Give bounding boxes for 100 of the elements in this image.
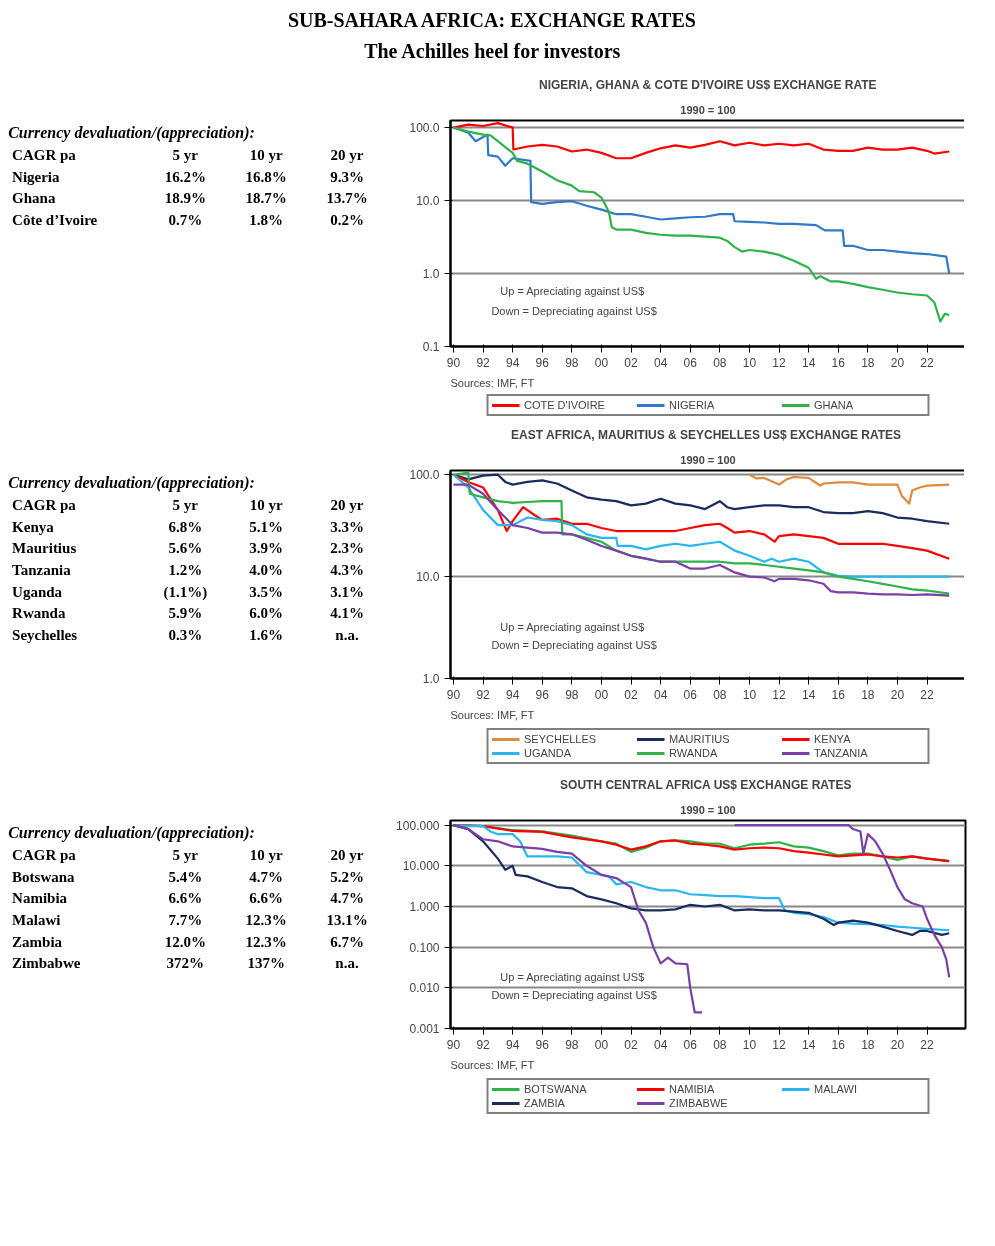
line-series	[452, 122, 951, 160]
text: 12.3%	[245, 911, 287, 928]
text: 4.0%	[249, 561, 284, 578]
legend-label: MALAWI	[814, 1083, 858, 1095]
x-tick-label: 00	[594, 1037, 609, 1052]
text: Uganda	[12, 583, 63, 600]
text: 5.6%	[168, 540, 203, 557]
x-tick-label: 96	[535, 687, 550, 702]
text: 6.6%	[249, 890, 284, 907]
x-tick-label: 08	[713, 1037, 727, 1052]
text: 1.8%	[249, 211, 284, 228]
category-label: 10 yr	[249, 846, 283, 863]
x-tick-label: 16	[831, 355, 846, 370]
text: 12.0%	[164, 933, 206, 950]
text: Currency devaluation/(appreciation):	[8, 473, 255, 492]
annotation: Down = Depreciating against US$	[491, 989, 657, 1002]
category-label: 20 yr	[330, 846, 364, 863]
line-series	[452, 473, 951, 578]
text: Malawi	[12, 911, 61, 928]
y-tick-label: 1.0	[422, 672, 440, 686]
annotation: Down = Depreciating against US$	[491, 639, 657, 652]
text: Côte d’Ivoire	[12, 211, 98, 228]
x-tick-label: 98	[565, 1037, 579, 1052]
x-tick-label: 22	[920, 355, 935, 370]
text: 2.3%	[330, 540, 364, 557]
text: 5.1%	[249, 518, 284, 535]
y-tick-label: 1.0	[422, 267, 440, 282]
text: 18.9%	[164, 190, 206, 207]
line-series	[748, 473, 951, 505]
y-tick-label: 100.000	[396, 818, 440, 833]
annotation: Up = Apreciating against US$	[500, 284, 645, 297]
text: 13.7%	[326, 190, 368, 207]
legend-label: RWANDA	[669, 747, 719, 759]
text: 18.7%	[245, 190, 287, 207]
text: 13.1%	[326, 911, 368, 928]
x-tick-label: 16	[831, 687, 846, 702]
chart-title: NIGERIA, GHANA & COTE D'IVOIRE US$ EXCHANGE RATE	[539, 77, 877, 92]
category-label: CAGR pa	[12, 496, 77, 513]
text: 4.7%	[249, 868, 284, 885]
legend-label: SEYCHELLES	[524, 733, 598, 745]
text: The Achilles heel for investors	[364, 39, 621, 62]
text: 1.2%	[168, 561, 203, 578]
category-label: CAGR pa	[12, 846, 77, 863]
text: 1.6%	[249, 627, 284, 644]
x-tick-label: 20	[890, 355, 905, 370]
text: 6.8%	[168, 518, 203, 535]
chart-title: SOUTH CENTRAL AFRICA US$ EXCHANGE RATES	[560, 777, 852, 792]
text: n.a.	[335, 955, 359, 972]
category-label: CAGR pa	[12, 146, 77, 163]
source-note: Sources: IMF, FT	[450, 708, 535, 721]
category-label: 5 yr	[172, 846, 199, 863]
x-tick-label: 14	[801, 687, 816, 702]
category-label: 10 yr	[249, 496, 283, 513]
annotation: Down = Depreciating against US$	[491, 305, 657, 318]
legend-label: ZAMBIA	[524, 1097, 566, 1109]
category-label: 20 yr	[330, 496, 364, 513]
x-tick-label: 22	[920, 1037, 935, 1052]
text: 0.7%	[168, 211, 203, 228]
text: Zambia	[12, 933, 63, 950]
text: 5.9%	[168, 605, 203, 622]
y-tick-label: 0.1	[422, 340, 440, 354]
legend-label: NIGERIA	[669, 399, 716, 411]
legend-label: UGANDA	[524, 747, 573, 759]
text: 16.8%	[245, 168, 287, 185]
x-tick-label: 20	[890, 1037, 905, 1052]
x-tick-label: 04	[653, 687, 668, 702]
x-tick-label: 18	[861, 355, 875, 370]
chart-title: EAST AFRICA, MAURITIUS & SEYCHELLES US$ EXCHANGE RATES	[511, 427, 902, 442]
x-tick-label: 04	[653, 1037, 668, 1052]
x-tick-label: 08	[713, 687, 727, 702]
x-tick-label: 02	[624, 1037, 639, 1052]
category-label: 5 yr	[172, 146, 199, 163]
text: 4.7%	[330, 890, 364, 907]
x-tick-label: 20	[890, 687, 905, 702]
x-tick-label: 92	[476, 355, 491, 370]
x-tick-label: 22	[920, 687, 935, 702]
x-tick-label: 12	[772, 355, 787, 370]
x-tick-label: 00	[594, 687, 609, 702]
text: Ghana	[12, 190, 56, 207]
y-tick-label: 100.0	[409, 121, 440, 136]
text: SUB-SAHARA AFRICA: EXCHANGE RATES	[287, 9, 696, 32]
x-tick-label: 12	[772, 1037, 787, 1052]
x-tick-label: 04	[653, 355, 668, 370]
text: 3.5%	[249, 583, 284, 600]
text: 0.3%	[168, 627, 203, 644]
text: 6.6%	[168, 890, 203, 907]
y-tick-label: 10.0	[416, 194, 440, 209]
source-note: Sources: IMF, FT	[450, 376, 535, 389]
text: Currency devaluation/(appreciation):	[8, 823, 255, 842]
legend-label: TANZANIA	[814, 747, 869, 759]
y-tick-label: 10.0	[416, 570, 440, 585]
x-tick-label: 90	[446, 1037, 461, 1052]
x-tick-label: 06	[683, 1037, 698, 1052]
y-tick-label: 0.010	[409, 981, 440, 996]
x-tick-label: 18	[861, 687, 875, 702]
text: 6.7%	[330, 933, 364, 950]
legend-label: COTE D'IVOIRE	[524, 399, 606, 411]
x-tick-label: 90	[446, 355, 461, 370]
x-tick-label: 14	[801, 355, 816, 370]
x-tick-label: 08	[713, 355, 727, 370]
